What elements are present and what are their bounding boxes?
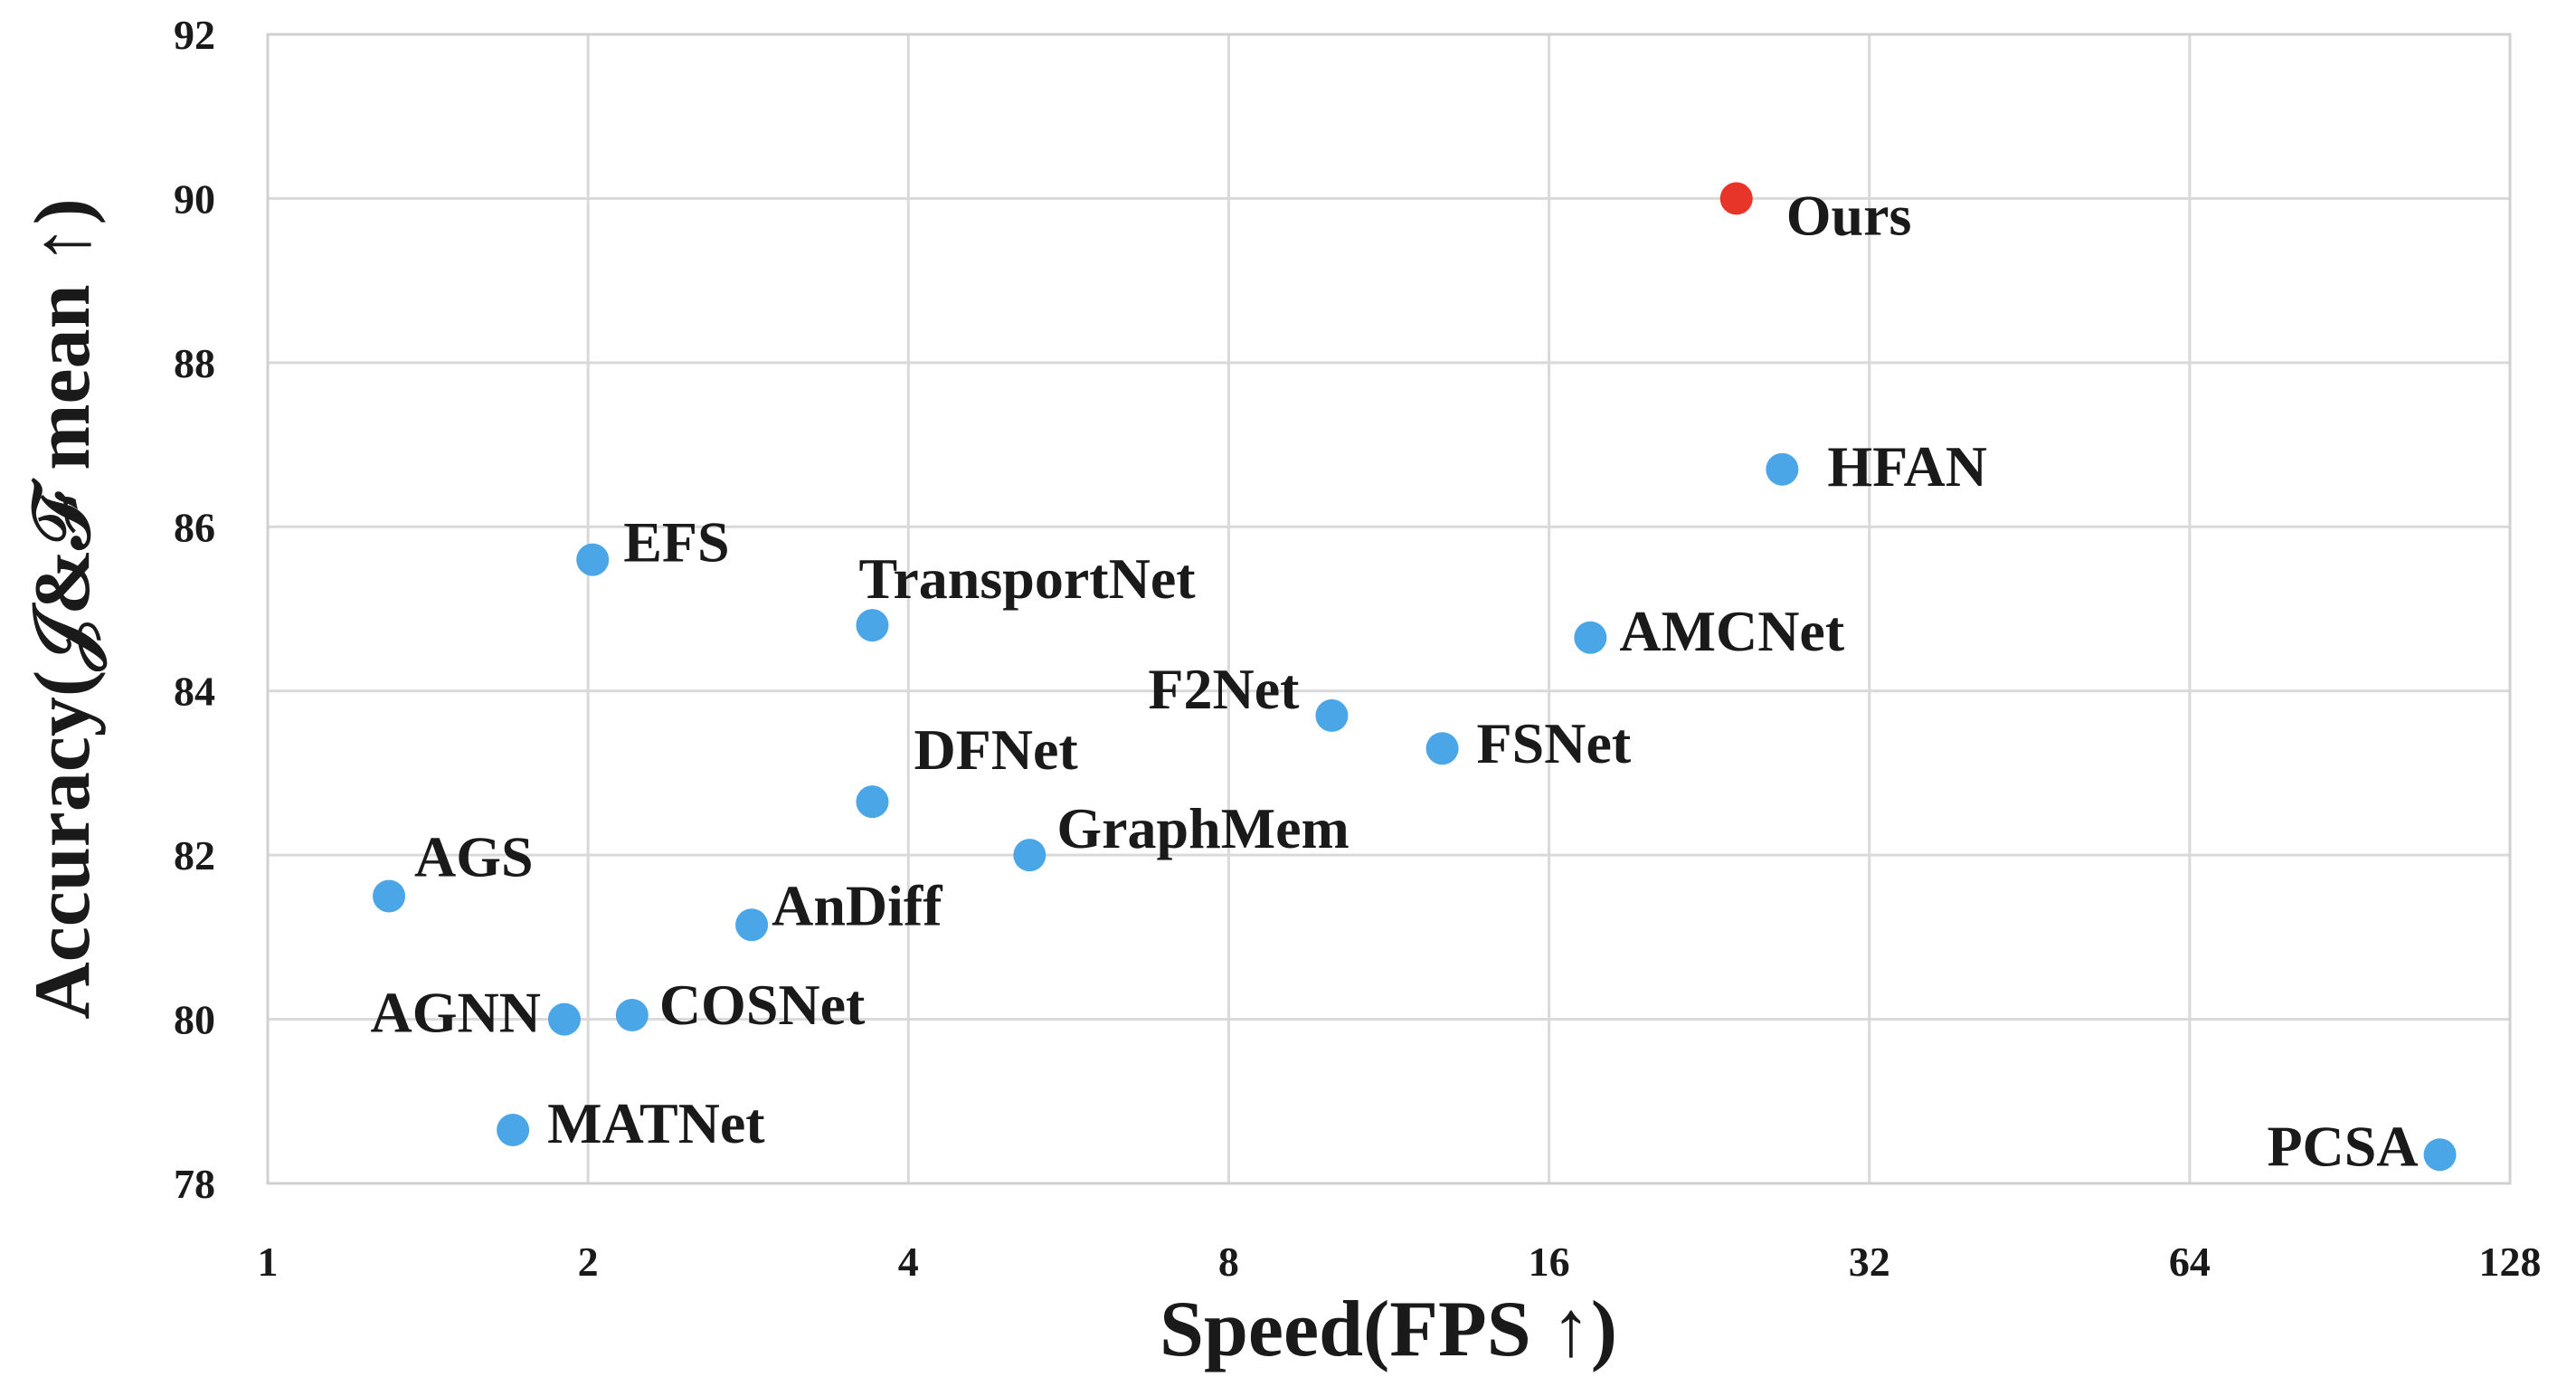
y-axis-title: Accuracy(𝒥&ℱ mean ↑) [19, 198, 108, 1020]
label-fsnet: FSNet [1477, 711, 1632, 775]
label-matnet: MATNet [547, 1091, 765, 1155]
point-dfnet [856, 785, 889, 819]
y-tick-label: 78 [174, 1161, 215, 1207]
label-cosnet: COSNet [659, 973, 866, 1037]
x-tick-label: 8 [1218, 1239, 1239, 1285]
x-tick-label: 16 [1529, 1239, 1570, 1285]
y-tick-label: 92 [174, 12, 215, 58]
y-tick-label: 82 [174, 832, 215, 878]
x-tick-label: 128 [2479, 1239, 2542, 1285]
point-pcsa [2423, 1138, 2457, 1172]
y-tick-label: 90 [174, 176, 215, 222]
x-tick-label: 1 [258, 1239, 279, 1285]
point-hfan [1766, 452, 1799, 486]
point-transportnet [856, 609, 889, 642]
label-dfnet: DFNet [914, 717, 1078, 782]
x-tick-label: 32 [1849, 1239, 1890, 1285]
label-efs: EFS [623, 510, 729, 575]
x-tick-label: 64 [2169, 1239, 2211, 1285]
point-f2net [1315, 698, 1349, 732]
point-ours [1719, 182, 1753, 215]
label-amcnet: AMCNet [1619, 599, 1844, 663]
y-axis-ticks: 78 80 82 84 86 88 90 92 [174, 12, 215, 1207]
grid-lines [266, 33, 2512, 1185]
label-ags: AGS [414, 825, 534, 889]
y-tick-label: 88 [174, 340, 215, 386]
x-axis-ticks: 1 2 4 8 16 32 64 128 [258, 1239, 2542, 1285]
point-efs [576, 543, 610, 576]
data-labels: Ours HFAN EFS TransportNet AMCNet F2Net FSNet D… [370, 183, 2418, 1178]
plot-frame [266, 33, 2512, 1185]
y-tick-label: 84 [174, 669, 215, 715]
x-tick-label: 4 [898, 1239, 919, 1285]
point-amcnet [1574, 621, 1607, 654]
label-f2net: F2Net [1148, 657, 1300, 721]
point-ags [373, 879, 406, 913]
point-andiff [735, 908, 769, 942]
label-transportnet: TransportNet [858, 546, 1196, 611]
point-fsnet [1425, 732, 1459, 765]
label-graphmem: GraphMem [1056, 796, 1350, 860]
point-cosnet [615, 999, 649, 1032]
y-tick-label: 86 [174, 504, 215, 550]
x-axis-title: Speed(FPS ↑) [1160, 1286, 1617, 1373]
label-andiff: AnDiff [772, 873, 942, 937]
label-agnn: AGNN [370, 981, 540, 1045]
label-pcsa: PCSA [2267, 1114, 2418, 1178]
data-points [373, 182, 2457, 1172]
x-tick-label: 2 [578, 1239, 599, 1285]
point-matnet [497, 1114, 530, 1147]
label-hfan: HFAN [1827, 434, 1987, 499]
point-agnn [547, 1002, 581, 1036]
y-tick-label: 80 [174, 997, 215, 1043]
point-graphmem [1013, 839, 1046, 872]
label-ours: Ours [1786, 183, 1912, 247]
